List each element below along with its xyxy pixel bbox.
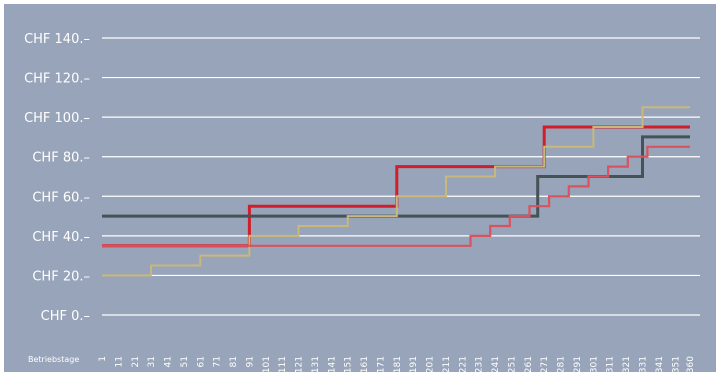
x-tick-label: 221 bbox=[458, 356, 468, 373]
x-tick-label: 281 bbox=[557, 356, 567, 373]
x-tick-label: 251 bbox=[507, 356, 517, 373]
x-tick-label: 21 bbox=[131, 356, 141, 367]
y-tick-label: CHF 0.– bbox=[41, 309, 90, 324]
y-tick-label: CHF 140.– bbox=[24, 32, 90, 47]
x-tick-label: 321 bbox=[622, 356, 632, 373]
x-tick-label: 360 bbox=[686, 356, 696, 373]
x-tick-label: 191 bbox=[409, 356, 419, 373]
x-tick-label: 31 bbox=[147, 356, 157, 367]
x-tick-label: 41 bbox=[164, 356, 174, 367]
x-tick-label: 351 bbox=[671, 356, 681, 373]
x-tick-label: 81 bbox=[229, 356, 239, 367]
x-tick-label: 71 bbox=[213, 356, 223, 367]
y-tick-label: CHF 100.– bbox=[24, 111, 90, 126]
x-tick-label: 141 bbox=[327, 356, 337, 373]
x-tick-label: 131 bbox=[311, 356, 321, 373]
x-tick-label: 201 bbox=[426, 356, 436, 373]
x-tick-label: 161 bbox=[360, 356, 370, 373]
x-tick-label: 171 bbox=[376, 356, 386, 373]
x-tick-label: 51 bbox=[180, 356, 190, 367]
x-tick-label: 91 bbox=[245, 356, 255, 367]
y-tick-label: CHF 80.– bbox=[32, 151, 90, 166]
plot-background bbox=[4, 4, 716, 372]
x-tick-label: 231 bbox=[475, 356, 485, 373]
x-tick-label: 151 bbox=[344, 356, 354, 373]
x-tick-label: 101 bbox=[262, 356, 272, 373]
x-tick-label: 1 bbox=[98, 356, 108, 362]
x-tick-label: 241 bbox=[491, 356, 501, 373]
x-tick-label: 291 bbox=[573, 356, 583, 373]
x-axis-label: Betriebstage bbox=[28, 355, 79, 364]
x-tick-label: 181 bbox=[393, 356, 403, 373]
x-tick-label: 341 bbox=[655, 356, 665, 373]
x-tick-label: 331 bbox=[639, 356, 649, 373]
x-tick-label: 301 bbox=[589, 356, 599, 373]
x-tick-label: 261 bbox=[524, 356, 534, 373]
x-tick-label: 61 bbox=[196, 356, 206, 367]
x-tick-label: 111 bbox=[278, 356, 288, 373]
y-tick-label: CHF 20.– bbox=[32, 269, 90, 284]
x-tick-label: 11 bbox=[114, 356, 124, 367]
y-tick-label: CHF 120.– bbox=[24, 72, 90, 87]
x-tick-label: 271 bbox=[540, 356, 550, 373]
x-tick-label: 121 bbox=[295, 356, 305, 373]
x-tick-label: 311 bbox=[606, 356, 616, 373]
y-tick-label: CHF 40.– bbox=[32, 230, 90, 245]
y-tick-label: CHF 60.– bbox=[32, 190, 90, 205]
x-tick-label: 211 bbox=[442, 356, 452, 373]
